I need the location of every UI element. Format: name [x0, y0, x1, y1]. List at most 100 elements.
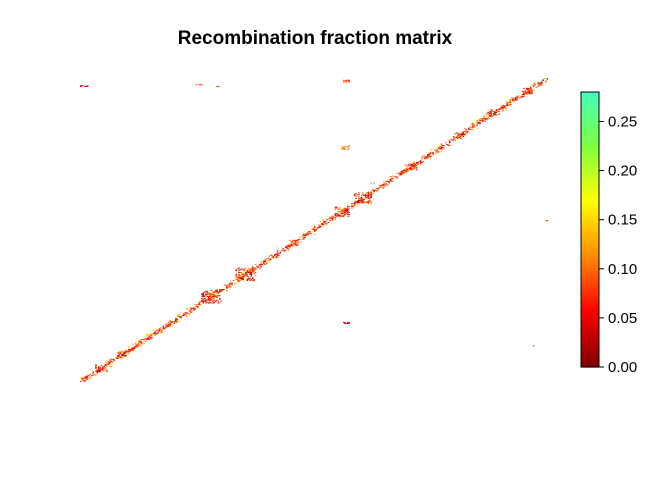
heatmap-cell	[97, 369, 100, 371]
heatmap-cell	[508, 104, 510, 106]
heatmap-cell	[491, 115, 494, 117]
heatmap-cell	[209, 295, 211, 297]
heatmap-cell	[302, 235, 305, 237]
heatmap-cell	[82, 377, 85, 379]
heatmap-cell	[275, 254, 277, 256]
heatmap-cells	[80, 78, 549, 383]
heatmap-cell	[453, 137, 455, 138]
heatmap-cell	[532, 89, 535, 91]
heatmap-cell	[421, 158, 423, 160]
heatmap-cell	[246, 269, 249, 271]
heatmap-cell	[210, 299, 213, 301]
heatmap-cell	[225, 288, 228, 290]
heatmap-cell	[253, 272, 255, 274]
heatmap-cell	[501, 105, 503, 107]
heatmap-cell	[210, 298, 213, 300]
heatmap-cell	[253, 270, 255, 272]
heatmap-cell	[352, 205, 355, 207]
heatmap-cell	[206, 291, 209, 293]
heatmap-cell	[352, 203, 355, 205]
heatmap-cell	[314, 233, 316, 235]
heatmap-cell	[358, 192, 360, 194]
heatmap-cell	[514, 98, 517, 100]
heatmap-cell	[347, 207, 349, 209]
heatmap-cell	[161, 331, 163, 333]
heatmap-cell	[169, 324, 171, 326]
heatmap-cell	[246, 278, 249, 280]
heatmap-cell	[307, 231, 309, 233]
heatmap-cell	[125, 350, 127, 352]
heatmap-cell	[113, 358, 115, 360]
heatmap-cell	[437, 152, 440, 154]
heatmap-cell	[297, 244, 299, 246]
heatmap-cell	[148, 338, 151, 340]
heatmap-cell	[236, 280, 239, 282]
heatmap-cell	[530, 88, 532, 90]
heatmap-cell	[528, 89, 531, 91]
heatmap-cell	[201, 293, 203, 295]
colorbar-segment	[581, 239, 599, 244]
heatmap-cell	[367, 194, 370, 196]
heatmap-cell	[385, 180, 388, 182]
heatmap-cell	[297, 239, 299, 241]
heatmap-cell	[238, 270, 240, 272]
heatmap-cell	[342, 210, 345, 212]
heatmap-cell	[219, 289, 221, 291]
heatmap-cell	[96, 369, 99, 371]
heatmap-cell	[502, 104, 505, 106]
heatmap-cell	[525, 88, 528, 90]
heatmap-cell	[157, 330, 159, 332]
heatmap-cell	[205, 299, 207, 301]
heatmap-cell	[308, 230, 310, 232]
heatmap-cell	[243, 275, 246, 277]
colorbar-segment	[581, 287, 599, 292]
heatmap-cell	[342, 213, 345, 214]
heatmap-cell	[385, 183, 388, 185]
heatmap-cell	[115, 356, 118, 358]
colorbar-segment	[581, 291, 599, 296]
heatmap-cell	[130, 348, 133, 349]
heatmap-cell	[206, 290, 209, 292]
heatmap-cell	[187, 306, 189, 308]
heatmap-cell	[139, 340, 141, 342]
heatmap-cell	[393, 176, 396, 178]
heatmap-cell	[499, 108, 502, 110]
heatmap-cell	[275, 253, 277, 255]
heatmap-cell	[202, 300, 205, 302]
heatmap-cell	[238, 276, 240, 278]
heatmap-cell	[370, 193, 372, 195]
heatmap-cell	[95, 370, 97, 372]
heatmap-cell	[198, 307, 200, 309]
heatmap-cell	[220, 300, 222, 302]
heatmap-cell	[210, 289, 213, 291]
heatmap-cell	[245, 272, 247, 274]
colorbar-segment	[581, 143, 599, 148]
heatmap-cell	[527, 90, 529, 92]
heatmap-cell	[402, 170, 404, 172]
heatmap-cell	[159, 331, 162, 333]
heatmap-cell	[451, 139, 454, 141]
heatmap-cell	[174, 319, 177, 321]
heatmap-cell	[329, 218, 331, 220]
heatmap-cell	[159, 329, 162, 331]
heatmap-cell	[128, 346, 130, 348]
heatmap-cell	[382, 187, 385, 189]
heatmap-cell	[371, 189, 374, 191]
heatmap-cell	[528, 91, 531, 93]
heatmap-cell	[308, 232, 310, 234]
colorbar-segment	[581, 136, 599, 141]
heatmap-cell	[202, 292, 205, 294]
heatmap-cell	[250, 269, 253, 271]
heatmap-cell	[132, 344, 134, 346]
heatmap-cell	[510, 97, 513, 99]
heatmap-cell	[532, 83, 535, 85]
heatmap-cell	[358, 200, 360, 202]
heatmap-cell	[264, 260, 266, 262]
heatmap-cell	[447, 140, 450, 142]
heatmap-cell	[206, 293, 209, 295]
heatmap-cell	[363, 195, 366, 197]
heatmap-cell	[235, 270, 238, 272]
heatmap-cell	[278, 253, 280, 255]
heatmap-cell	[525, 91, 528, 93]
heatmap-cell	[238, 268, 240, 270]
